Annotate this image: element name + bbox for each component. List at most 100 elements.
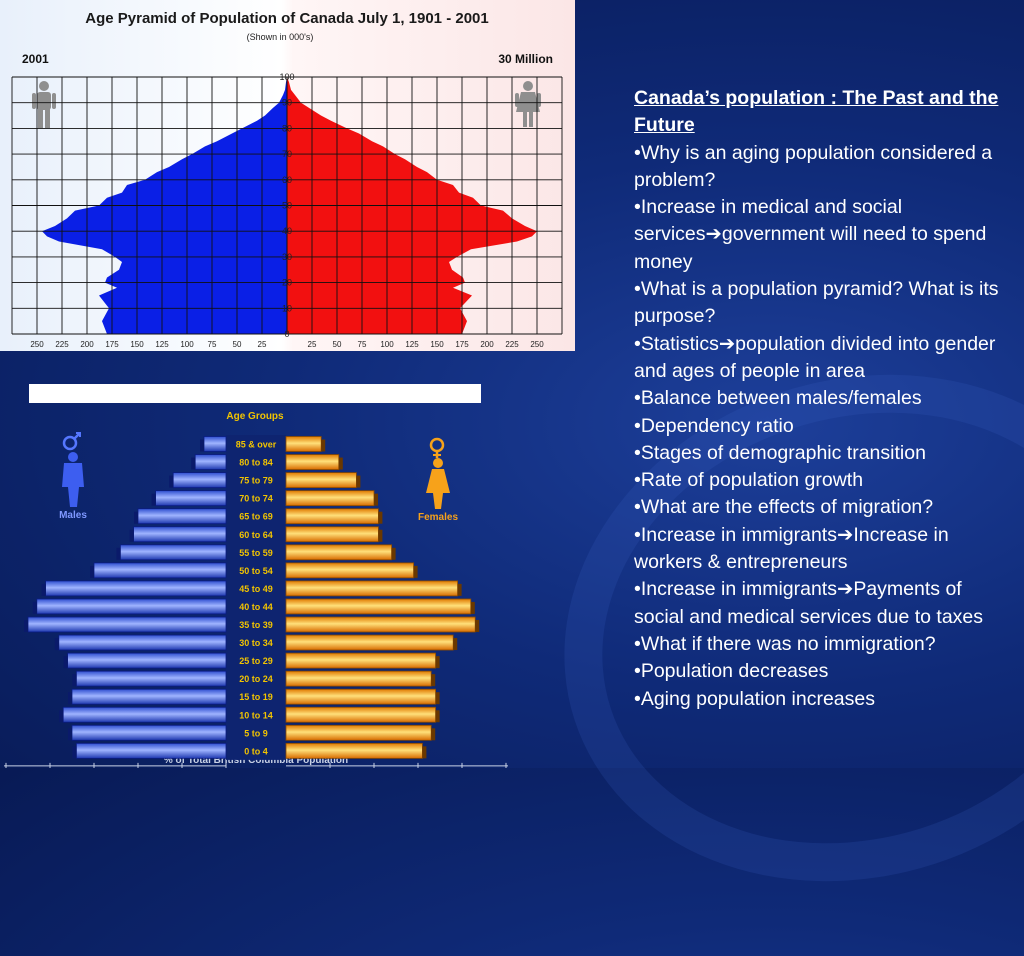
y-tick-label: 60: [282, 175, 292, 185]
male-bar-shadow: [59, 710, 64, 723]
y-tick-label: 50: [282, 201, 292, 211]
age-group-label: 45 to 49: [239, 584, 273, 594]
slide-text-panel: Canada’s population : The Past and the F…: [634, 85, 1014, 713]
female-bar-shadow: [470, 601, 475, 614]
male-bar-shadow: [68, 692, 72, 705]
female-bar-shadow: [356, 475, 361, 488]
bullet-item: •Balance between males/females: [634, 387, 922, 410]
bullet-item: •What are the effects of migration?: [634, 496, 934, 519]
male-bar: [76, 670, 227, 687]
bullet-item: •Aging population increases: [634, 687, 875, 710]
age-group-label: 55 to 59: [239, 548, 273, 558]
female-bar-shadow: [435, 656, 440, 669]
age-group-label: 35 to 39: [239, 620, 273, 630]
female-bar-shadow: [457, 583, 462, 596]
male-bar-shadow: [134, 511, 138, 524]
bullet-item: •Why is an aging population considered a…: [634, 141, 993, 191]
male-bar: [137, 508, 227, 525]
bc-population-pyramid-chart: Age Groups % of Total British Columbia P…: [4, 411, 508, 768]
x-tick-label: 200: [480, 340, 494, 349]
bullet-item: •Increase in immigrants➔Payments of soci…: [634, 578, 984, 628]
female-bar: [285, 544, 392, 561]
male-bar-shadow: [129, 529, 134, 542]
male-bar-shadow: [54, 638, 59, 651]
male-bar: [58, 634, 227, 651]
bullet-item: •Rate of population growth: [634, 469, 864, 492]
female-bar: [285, 616, 476, 633]
x-tick-label: 225: [505, 340, 519, 349]
male-bar: [67, 652, 227, 669]
female-bar-shadow: [378, 529, 383, 542]
female-bar-shadow: [475, 620, 480, 632]
male-bar-shadow: [169, 475, 174, 488]
male-bar-shadow: [41, 583, 46, 596]
male-bar: [155, 490, 227, 507]
female-bar-shadow: [321, 439, 326, 452]
male-bar-shadow: [68, 728, 72, 741]
bullet-item: •Population decreases: [634, 660, 829, 683]
male-bar: [27, 616, 227, 633]
x-tick-label: 100: [180, 340, 194, 349]
x-tick-label: 25: [258, 340, 267, 349]
age-group-label: 15 to 19: [239, 692, 273, 702]
female-bar: [285, 706, 437, 723]
y-tick-label: 10: [282, 303, 292, 313]
male-bar-shadow: [72, 674, 77, 687]
male-bar: [71, 724, 227, 741]
male-bar-shadow: [72, 746, 77, 759]
x-tick-label: 150: [430, 340, 444, 349]
male-bar: [194, 454, 227, 470]
bullet-item: •Dependency ratio: [634, 414, 794, 437]
bullet-item: •Stages of demographic transition: [634, 441, 926, 464]
bc-xlabel: % of Total British Columbia Population: [164, 755, 348, 766]
male-bar-shadow: [24, 620, 28, 632]
age-group-label: 80 to 84: [239, 458, 273, 468]
y-tick-label: 70: [282, 149, 292, 159]
female-bar: [285, 562, 414, 579]
age-group-label: 70 to 74: [239, 494, 273, 504]
female-bar: [285, 742, 423, 759]
female-bar: [285, 526, 379, 543]
male-bar: [76, 742, 227, 759]
age-group-label: 30 to 34: [239, 638, 273, 648]
female-figure-icon: [515, 81, 541, 127]
age-group-label: 20 to 24: [239, 674, 273, 684]
x-tick-label: 150: [130, 340, 144, 349]
canada-age-pyramid-chart: Age Pyramid of Population of Canada July…: [0, 0, 575, 351]
male-bar-shadow: [63, 656, 68, 669]
x-tick-label: 175: [455, 340, 469, 349]
bullet-item: •Statistics➔population divided into gend…: [634, 332, 996, 382]
x-tick-label: 25: [308, 340, 317, 349]
bullet-list: •Why is an aging population considered a…: [634, 140, 1014, 713]
female-bar-shadow: [435, 710, 440, 723]
age-group-label: 25 to 29: [239, 656, 273, 666]
female-bar-shadow: [374, 493, 378, 506]
female-bar: [285, 724, 432, 741]
age-group-label: 85 & over: [236, 440, 277, 450]
male-bar: [93, 562, 227, 579]
female-bar: [285, 436, 322, 452]
females-label: Females: [418, 512, 458, 523]
female-bar-shadow: [338, 457, 343, 470]
age-group-label: 5 to 9: [244, 728, 268, 738]
bullet-item: •Increase in medical and social services…: [634, 196, 987, 273]
x-tick-label: 125: [155, 340, 169, 349]
x-tick-label: 50: [233, 340, 242, 349]
pyramid-right-label: 30 Million: [498, 52, 553, 66]
female-bar-shadow: [453, 638, 458, 651]
female-bar: [285, 670, 432, 687]
male-bar-shadow: [191, 457, 196, 470]
male-bar-shadow: [116, 547, 121, 560]
female-bar-shadow: [378, 511, 383, 524]
female-bar-shadow: [431, 728, 436, 741]
female-bar: [285, 580, 459, 597]
y-tick-label: 80: [282, 123, 292, 133]
male-bar: [203, 436, 227, 452]
x-tick-label: 250: [530, 340, 544, 349]
x-tick-label: 175: [105, 340, 119, 349]
female-bar: [285, 634, 454, 651]
age-group-label: 60 to 64: [239, 530, 273, 540]
x-tick-label: 250: [30, 340, 44, 349]
males-label: Males: [59, 510, 87, 521]
pyramid-left-label: 2001: [22, 52, 49, 66]
